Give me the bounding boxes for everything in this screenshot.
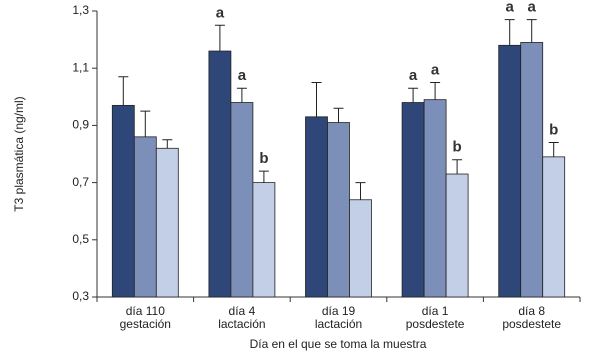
y-tick-label: 0,5 xyxy=(72,232,89,246)
bar xyxy=(445,173,469,298)
error-bar xyxy=(526,19,537,43)
error-bar xyxy=(355,182,366,200)
bar xyxy=(349,199,372,298)
error-bar xyxy=(504,19,515,46)
x-tick-label: día 1 xyxy=(422,304,449,318)
significance-letter: a xyxy=(528,0,537,16)
bar xyxy=(305,116,328,298)
x-tick-label: lactación xyxy=(315,317,362,331)
error-bar xyxy=(236,87,247,103)
bar xyxy=(111,104,135,298)
bar xyxy=(423,99,447,298)
significance-letter: a xyxy=(238,67,247,84)
y-tick-label: 0,9 xyxy=(72,118,89,132)
x-tick-label: lactación xyxy=(218,317,265,331)
error-bar xyxy=(548,142,559,157)
bar xyxy=(498,44,522,298)
x-tick-label: posdestete xyxy=(406,317,465,331)
bar xyxy=(252,182,276,298)
y-tick-label: 0,3 xyxy=(72,289,89,303)
bar xyxy=(520,42,544,298)
x-tick-label: día 4 xyxy=(229,304,256,318)
significance-letter: a xyxy=(409,67,418,84)
bar xyxy=(542,156,566,298)
y-tick-label: 1,1 xyxy=(72,60,89,74)
x-axis-label: Día en el que se toma la muestra xyxy=(250,337,427,351)
bar xyxy=(327,122,350,298)
error-bar xyxy=(452,159,463,175)
x-tick-label: día 110 xyxy=(126,304,165,318)
bar xyxy=(230,102,254,298)
error-bar xyxy=(311,82,322,117)
y-tick-label: 1,3 xyxy=(72,3,89,17)
x-tick-label: posdestete xyxy=(502,317,561,331)
bar xyxy=(155,147,179,298)
significance-letter: b xyxy=(259,150,268,167)
significance-letter: a xyxy=(506,0,515,16)
error-bar xyxy=(430,82,441,100)
bar xyxy=(133,136,157,298)
significance-letter: b xyxy=(549,122,558,139)
significance-letter: a xyxy=(216,4,225,21)
significance-letter: a xyxy=(431,61,440,78)
error-bar xyxy=(118,76,129,106)
bar xyxy=(401,102,425,298)
y-axis-label: T3 plasmática (ng/ml) xyxy=(12,96,26,211)
x-tick-label: día 8 xyxy=(518,304,545,318)
error-bar xyxy=(162,139,173,149)
error-bar xyxy=(333,107,344,123)
y-tick-label: 0,7 xyxy=(72,175,89,189)
error-bar xyxy=(408,87,419,103)
x-tick-label: día 19 xyxy=(322,304,356,318)
bar xyxy=(208,50,232,298)
significance-letter: b xyxy=(453,139,462,156)
error-bar xyxy=(258,170,269,183)
error-bar xyxy=(140,110,151,137)
error-bar xyxy=(214,24,225,52)
x-tick-label: gestación xyxy=(120,317,171,331)
